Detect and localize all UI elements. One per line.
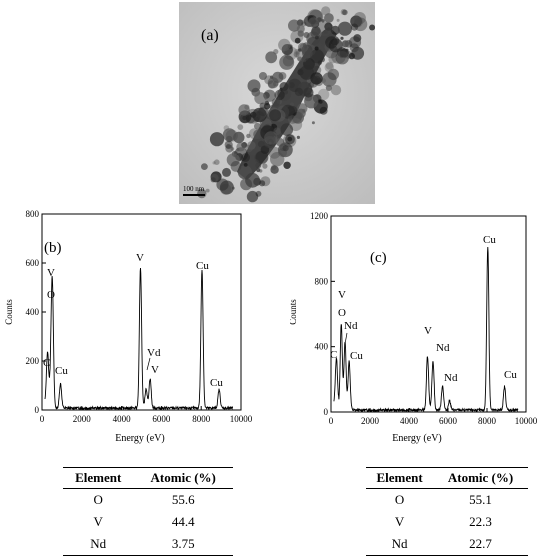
atomic-cell: 3.75 [133, 533, 233, 556]
peak-label: V [338, 289, 346, 301]
table-row: Nd 3.75 [63, 533, 233, 556]
y-axis-label: Counts [4, 299, 14, 325]
tem-image: 100 nm (a) [179, 2, 375, 204]
table-row: O 55.6 [63, 489, 233, 512]
peak-label: Vd [147, 347, 161, 359]
spectrum-line [333, 246, 519, 413]
x-tick-label: 4000 [400, 416, 419, 426]
composition-table-b: Element Atomic (%) O 55.6 V 44.4 Nd 3.75 [63, 467, 233, 556]
x-tick-label: 6000 [439, 416, 458, 426]
peak-label: O [338, 307, 346, 319]
table-header-row: Element Atomic (%) [63, 467, 233, 489]
peak-label: V [424, 325, 432, 337]
element-cell: V [394, 514, 405, 529]
element-cell: Nd [366, 533, 434, 556]
atomic-cell: 55.6 [171, 492, 195, 507]
table-row: O 55.1 [366, 489, 528, 512]
peak-label: V [136, 252, 144, 264]
peak-label: Cu [504, 369, 517, 381]
peak-label: C [43, 357, 50, 369]
spectrum-line [44, 267, 234, 411]
y-tick-label: 400 [26, 307, 40, 317]
y-tick-label: 0 [35, 405, 40, 415]
peak-label: Nd [444, 372, 458, 384]
peak-label: Nd [344, 320, 358, 332]
table-header-row: Element Atomic (%) [366, 467, 528, 489]
x-axis-label: Energy (eV) [115, 433, 165, 444]
column-header: Atomic (%) [433, 467, 528, 489]
panel-b-label: (b) [44, 240, 62, 256]
x-tick-label: 0 [329, 416, 334, 426]
scale-bar-label: 100 nm [183, 185, 205, 193]
peak-label: Cu [210, 377, 223, 389]
x-tick-label: 6000 [152, 414, 171, 424]
atomic-cell: 22.7 [433, 533, 528, 556]
x-tick-label: 8000 [192, 414, 211, 424]
column-header: Element [366, 467, 434, 489]
peak-label: C [330, 349, 337, 361]
x-tick-label: 2000 [73, 414, 92, 424]
x-axis-label: Energy (eV) [392, 433, 442, 444]
y-tick-label: 800 [315, 276, 329, 286]
peak-leader-line [344, 332, 348, 345]
x-tick-label: 2000 [361, 416, 380, 426]
x-tick-label: 8000 [478, 416, 497, 426]
column-header: Element [63, 467, 134, 489]
element-cell: Nd [63, 533, 134, 556]
peak-label: Cu [55, 365, 68, 377]
y-tick-label: 600 [26, 258, 40, 268]
element-cell: O [93, 492, 103, 507]
y-tick-label: 200 [26, 356, 40, 366]
element-cell: O [394, 492, 405, 507]
x-tick-label: 0 [40, 414, 45, 424]
panel-a-label: (a) [201, 27, 219, 44]
peak-label: Nd [436, 342, 450, 354]
peak-label: O [47, 289, 55, 301]
x-tick-label: 4000 [113, 414, 132, 424]
x-tick-label: 10000 [230, 414, 253, 424]
table-row: V 44.4 [63, 511, 233, 533]
y-tick-label: 1200 [310, 211, 329, 221]
element-cell: V [93, 514, 103, 529]
table-row: V 22.3 [366, 511, 528, 533]
peak-label: Cu [483, 234, 496, 246]
y-tick-label: 400 [315, 342, 329, 352]
eds-spectrum-b: (b) Counts Energy (eV) 0 2000 4000 6000 8000… [4, 209, 253, 444]
y-tick-label: 0 [324, 407, 329, 417]
table-row: Nd 22.7 [366, 533, 528, 556]
eds-spectrum-c: (c) Counts Energy (eV) 0 2000 4000 6000 8000… [290, 211, 538, 444]
column-header: Atomic (%) [133, 467, 233, 489]
peak-leader-line [146, 357, 151, 371]
plot-frame [330, 215, 527, 413]
peak-label: V [151, 364, 159, 376]
composition-table-c: Element Atomic (%) O 55.1 V 22.3 Nd 22.7 [366, 467, 528, 556]
x-tick-label: 10000 [515, 416, 538, 426]
atomic-cell: 44.4 [171, 514, 195, 529]
y-tick-label: 800 [26, 209, 40, 219]
peak-label: V [47, 267, 55, 279]
peak-label: Cu [350, 350, 363, 362]
panel-c-label: (c) [370, 250, 387, 266]
y-axis-label: Counts [290, 299, 298, 325]
atomic-cell: 55.1 [469, 492, 492, 507]
nanostructure-particle [197, 6, 375, 203]
peak-label: Cu [196, 260, 209, 272]
atomic-cell: 22.3 [469, 514, 492, 529]
